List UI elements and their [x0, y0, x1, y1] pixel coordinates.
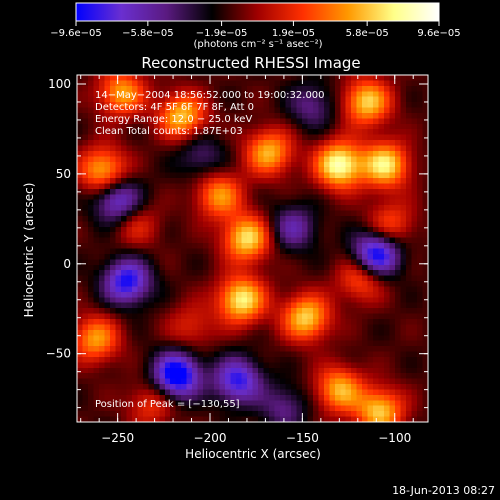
y-tick-label: 0	[63, 257, 71, 271]
colorbar-tick-label: 5.8e−05	[346, 28, 389, 39]
x-axis-label: Heliocentric X (arcsec)	[185, 447, 321, 461]
y-tick-label: −50	[46, 347, 71, 361]
y-tick-label: 50	[56, 167, 71, 181]
colorbar-tick-label: −1.9e−05	[196, 28, 248, 39]
annotation-time-range: 14−May−2004 18:56:52.000 to 19:00:32.000	[95, 90, 325, 101]
peak-position-label: Position of Peak = [−130,55]	[95, 399, 240, 410]
y-tick-label: 100	[48, 77, 71, 91]
colorbar-ticks: −9.6e−05 −5.8e−05 −1.9e−05 1.9e−05 5.8e−05 9.…	[50, 21, 461, 39]
heatmap-image	[77, 75, 428, 422]
y-axis-label: Heliocentric Y (arcsec)	[22, 183, 36, 318]
annotation-detectors: Detectors: 4F 5F 6F 7F 8F, Att 0	[95, 102, 254, 113]
colorbar-tick-label: 1.9e−05	[272, 28, 315, 39]
x-axis-ticks: −250 −200 −150 −100	[80, 75, 414, 445]
colorbar-tick-label: −9.6e−05	[50, 28, 102, 39]
x-tick-label: −150	[286, 431, 319, 445]
annotation-energy-range: Energy Range: 12.0 − 25.0 keV	[95, 114, 252, 125]
x-tick-label: −200	[194, 431, 227, 445]
x-tick-label: −100	[378, 431, 411, 445]
colorbar-tick-label: 9.6e−05	[417, 28, 460, 39]
x-tick-label: −250	[101, 431, 134, 445]
colorbar-unit-label: (photons cm⁻² s⁻¹ asec⁻²)	[193, 39, 322, 50]
colorbar	[75, 2, 440, 22]
colorbar-tick-label: −5.8e−05	[122, 28, 174, 39]
plot-frame	[76, 74, 429, 423]
chart-title: Reconstructed RHESSI Image	[141, 54, 360, 72]
footer-timestamp: 18-Jun-2013 08:27	[392, 484, 495, 497]
annotation-clean-counts: Clean Total counts: 1.87E+03	[95, 126, 243, 137]
y-axis-ticks: −50 0 50 100	[46, 77, 428, 409]
